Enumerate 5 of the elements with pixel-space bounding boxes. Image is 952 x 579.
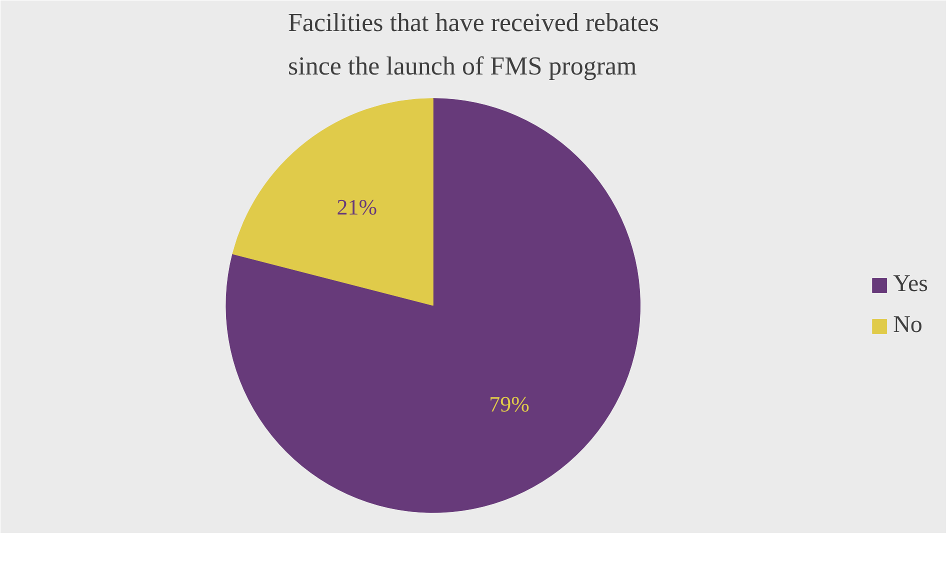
legend-label: Yes [893,271,928,298]
legend-label: No [893,312,922,339]
chart-title: Facilities that have received rebates since the launch of FMS program [288,8,660,80]
data-label: 79% [489,391,530,416]
data-label: 21% [336,194,378,220]
